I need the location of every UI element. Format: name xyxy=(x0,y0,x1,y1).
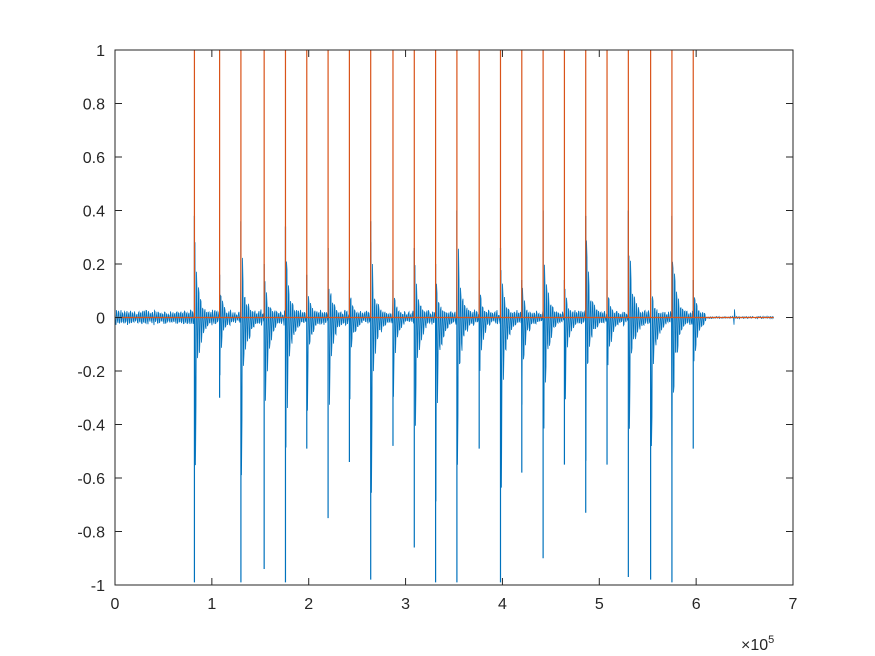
y-tick-label: -0.6 xyxy=(77,471,105,488)
x-axis-exponent-base: ×10 xyxy=(741,637,768,654)
y-tick-label: 1 xyxy=(96,43,105,60)
x-tick-label: 0 xyxy=(111,596,120,613)
y-tick-label: 0.2 xyxy=(83,257,105,274)
y-tick-label: -0.2 xyxy=(77,364,105,381)
waveform-line xyxy=(114,240,774,511)
y-axis: -1 -0.8 -0.6 -0.4 -0.2 0 0.2 0.4 0.6 0.8 1 xyxy=(77,43,793,595)
y-tick-label: -0.4 xyxy=(77,418,105,435)
y-tick-label: 0.4 xyxy=(83,204,105,221)
x-tick-label: 5 xyxy=(595,596,604,613)
impulse-series xyxy=(115,50,774,319)
x-tick-label: 4 xyxy=(498,596,507,613)
x-tick-label: 6 xyxy=(692,596,701,613)
x-axis-exponent-power: 5 xyxy=(768,634,774,646)
y-tick-label: -1 xyxy=(91,578,105,595)
x-tick-label: 1 xyxy=(207,596,216,613)
y-tick-label: 0.8 xyxy=(83,97,105,114)
x-tick-label: 7 xyxy=(789,596,798,613)
x-axis-exponent: ×105 xyxy=(741,634,774,654)
x-tick-label: 3 xyxy=(401,596,410,613)
x-axis: 0 1 2 3 4 5 6 7 xyxy=(111,50,798,613)
y-tick-label: 0 xyxy=(96,311,105,328)
x-tick-label: 2 xyxy=(304,596,313,613)
y-tick-label: -0.8 xyxy=(77,525,105,542)
y-tick-label: 0.6 xyxy=(83,150,105,167)
